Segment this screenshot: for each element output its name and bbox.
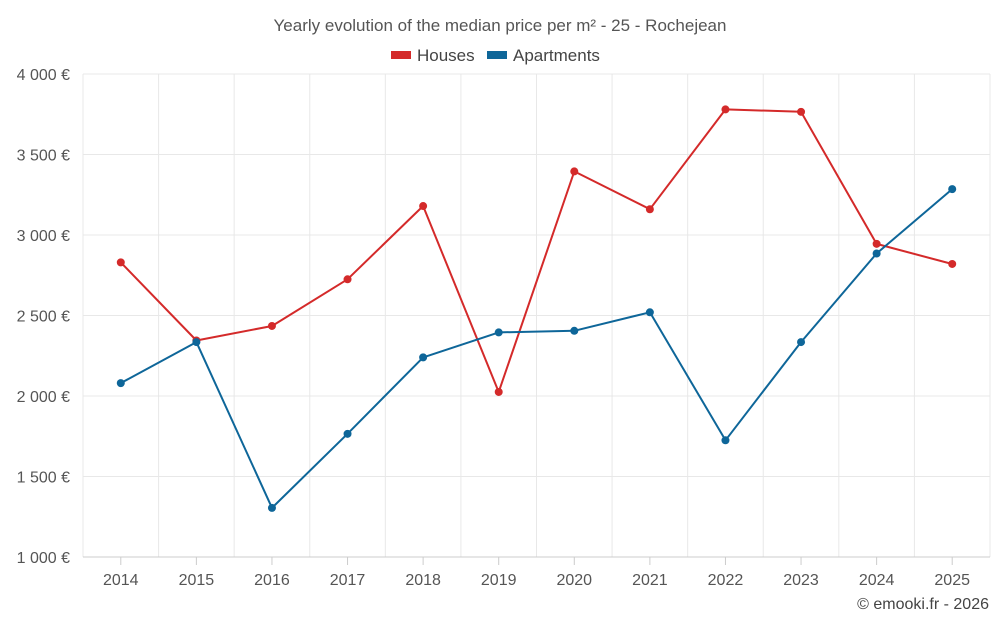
y-tick-label: 1 500 € — [17, 470, 70, 487]
data-point-houses[interactable] — [872, 239, 881, 248]
data-point-houses[interactable] — [419, 202, 428, 211]
legend-label-houses[interactable]: Houses — [417, 46, 475, 65]
data-point-apartments[interactable] — [645, 308, 654, 317]
legend-swatch-houses — [391, 51, 411, 59]
series-line-houses — [120, 108, 953, 393]
data-point-apartments[interactable] — [872, 249, 881, 258]
x-tick-label: 2022 — [708, 572, 744, 589]
data-point-houses[interactable] — [343, 275, 352, 284]
data-point-apartments[interactable] — [267, 503, 276, 512]
y-tick-label: 1 000 € — [17, 550, 70, 567]
x-tick-label: 2018 — [405, 572, 441, 589]
x-tick-label: 2015 — [179, 572, 215, 589]
legend-swatch-apartments — [487, 51, 507, 59]
data-point-apartments[interactable] — [797, 338, 806, 347]
series-apartments — [116, 185, 957, 512]
series-line-apartments — [120, 188, 953, 509]
data-point-houses[interactable] — [645, 205, 654, 214]
y-tick-label: 3 500 € — [17, 148, 70, 165]
x-tick-label: 2016 — [254, 572, 290, 589]
data-point-houses[interactable] — [116, 258, 125, 267]
y-tick-label: 2 000 € — [17, 389, 70, 406]
x-tick-label: 2025 — [934, 572, 970, 589]
data-point-apartments[interactable] — [343, 429, 352, 438]
x-tick-label: 2014 — [103, 572, 139, 589]
data-point-apartments[interactable] — [721, 436, 730, 445]
x-tick-label: 2023 — [783, 572, 819, 589]
data-point-houses[interactable] — [948, 259, 957, 268]
data-point-apartments[interactable] — [192, 338, 201, 347]
data-point-apartments[interactable] — [570, 326, 579, 335]
data-point-houses[interactable] — [570, 167, 579, 176]
x-tick-label: 2019 — [481, 572, 517, 589]
data-point-apartments[interactable] — [948, 185, 957, 194]
data-point-apartments[interactable] — [116, 379, 125, 388]
x-tick-label: 2017 — [330, 572, 366, 589]
y-axis: 1 000 € 1 500 € 2 000 € 2 500 € 3 000 € 3 500… — [17, 67, 70, 567]
x-tick-label: 2024 — [859, 572, 895, 589]
x-tick-label: 2021 — [632, 572, 668, 589]
data-point-houses[interactable] — [494, 387, 503, 396]
legend-label-apartments[interactable]: Apartments — [513, 46, 600, 65]
grid — [82, 73, 991, 557]
legend: Houses Apartments — [391, 46, 600, 65]
y-tick-label: 2 500 € — [17, 309, 70, 326]
data-point-houses[interactable] — [267, 321, 276, 330]
data-point-houses[interactable] — [721, 105, 730, 114]
y-tick-label: 3 000 € — [17, 228, 70, 245]
data-point-houses[interactable] — [797, 107, 806, 116]
x-tick-label: 2020 — [556, 572, 592, 589]
credit-text: © emooki.fr - 2026 — [857, 596, 989, 613]
chart-title: Yearly evolution of the median price per… — [274, 16, 727, 35]
series-houses — [116, 105, 957, 396]
data-point-apartments[interactable] — [494, 328, 503, 337]
y-tick-label: 4 000 € — [17, 67, 70, 84]
x-axis: 2014 2015 2016 2017 2018 2019 2020 2021 2022 2023… — [83, 556, 990, 589]
series-layer — [116, 105, 957, 512]
data-point-apartments[interactable] — [419, 353, 428, 362]
